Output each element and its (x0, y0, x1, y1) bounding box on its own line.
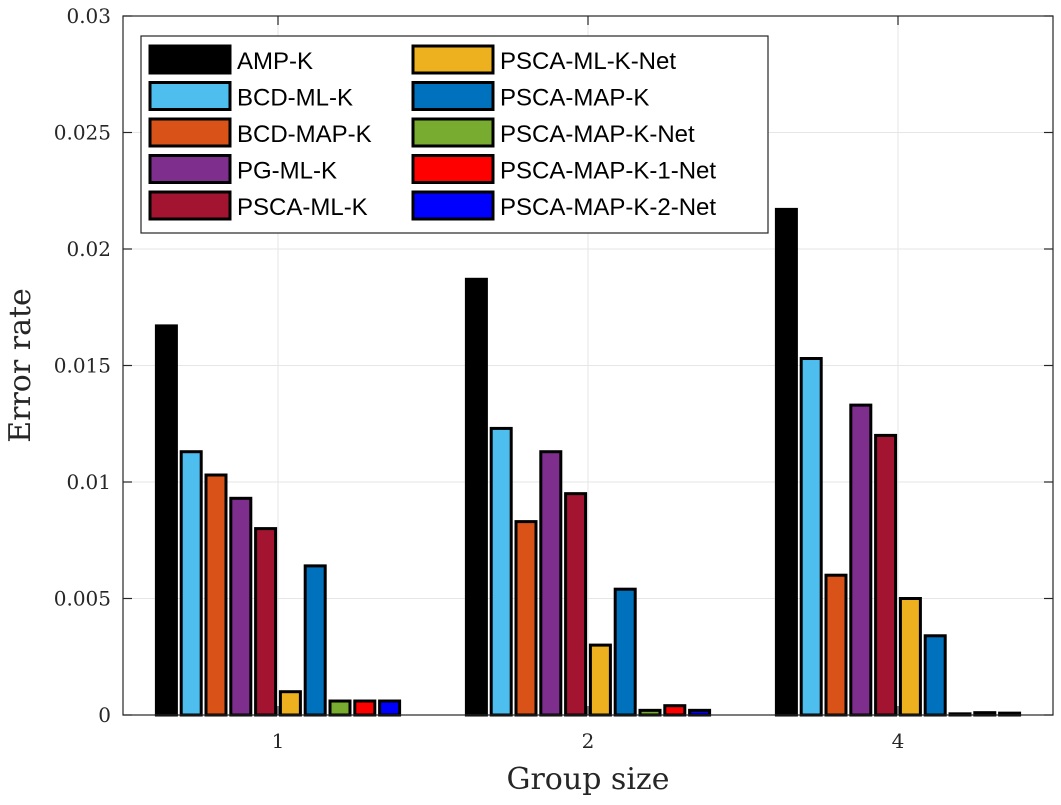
bar-psca-map-k-group-4 (923, 634, 947, 717)
y-tick-label: 0.02 (66, 237, 111, 261)
y-axis-label: Error rate (3, 288, 38, 443)
legend-swatch (411, 154, 495, 184)
legend-label: AMP-K (237, 48, 313, 75)
bar-psca-ml-k-group-4 (874, 433, 898, 717)
legend-swatch (148, 117, 232, 148)
bar-psca-map-k-net-group-2 (638, 708, 662, 717)
bar-psca-ml-k-group-2 (564, 492, 588, 717)
bar-psca-map-k-2-net-group-2 (688, 708, 712, 717)
legend-label: BCD-ML-K (237, 85, 353, 112)
legend-swatch (148, 44, 232, 75)
legend-swatch (411, 81, 495, 111)
y-tick-label: 0.01 (66, 470, 111, 494)
legend-swatch (148, 81, 232, 111)
bar-psca-ml-k-net-group-4 (898, 597, 922, 717)
legend-swatch (148, 154, 232, 184)
bar-bcd-ml-k-group-4 (799, 357, 823, 717)
legend-label: PSCA-ML-K-Net (500, 48, 676, 75)
y-tick-label: 0.015 (54, 354, 111, 378)
bar-amp-k-group-4 (774, 207, 798, 717)
legend-label: PSCA-MAP-K-1-Net (500, 158, 716, 185)
bar-psca-map-k-group-1 (303, 564, 327, 717)
bar-bcd-ml-k-group-2 (489, 426, 513, 717)
bar-psca-ml-k-net-group-1 (278, 690, 302, 717)
bar-psca-map-k-2-net-group-1 (378, 699, 402, 717)
legend-label: PSCA-MAP-K (500, 85, 649, 112)
bar-psca-map-k-net-group-1 (328, 699, 352, 717)
x-tick-label: 1 (272, 729, 285, 753)
bar-psca-map-k-1-net-group-1 (353, 699, 377, 717)
legend: AMP-K BCD-ML-K BCD-MAP-K PG-ML-K PSCA-ML-K PS… (140, 35, 769, 234)
legend-swatch (411, 117, 495, 148)
bar-bcd-map-k-group-1 (204, 473, 228, 717)
legend-swatch (148, 190, 232, 221)
axis-ticks: 0 0.005 0.01 0.015 0.02 0.025 0.03 1 2 4 (54, 4, 1053, 753)
x-axis-label: Group size (507, 762, 670, 797)
legend-label: PSCA-ML-K (237, 194, 368, 221)
bar-psca-map-k-group-2 (613, 587, 637, 717)
y-tick-label: 0.025 (54, 121, 111, 145)
y-tick-label: 0.005 (54, 587, 111, 611)
bar-psca-ml-k-group-1 (254, 527, 278, 717)
bars (154, 207, 1022, 717)
bar-pg-ml-k-group-2 (539, 450, 563, 717)
x-tick-label: 4 (892, 729, 905, 753)
bar-bcd-map-k-group-2 (514, 520, 538, 717)
legend-swatch (411, 190, 495, 221)
y-tick-label: 0 (98, 703, 111, 727)
legend-label: PSCA-MAP-K-2-Net (500, 194, 716, 221)
bar-amp-k-group-2 (464, 277, 488, 717)
legend-label: PG-ML-K (237, 158, 337, 185)
x-tick-label: 2 (582, 729, 595, 753)
bar-psca-ml-k-net-group-2 (588, 643, 612, 717)
bar-amp-k-group-1 (154, 324, 178, 717)
bar-bcd-map-k-group-4 (824, 573, 848, 717)
legend-label: BCD-MAP-K (237, 121, 372, 148)
y-tick-label: 0.03 (66, 4, 111, 28)
legend-swatch (411, 44, 495, 75)
bar-psca-map-k-1-net-group-2 (663, 704, 687, 717)
bar-pg-ml-k-group-4 (849, 403, 873, 717)
legend-label: PSCA-MAP-K-Net (500, 121, 695, 148)
bar-bcd-ml-k-group-1 (179, 450, 203, 717)
bar-pg-ml-k-group-1 (229, 496, 253, 717)
